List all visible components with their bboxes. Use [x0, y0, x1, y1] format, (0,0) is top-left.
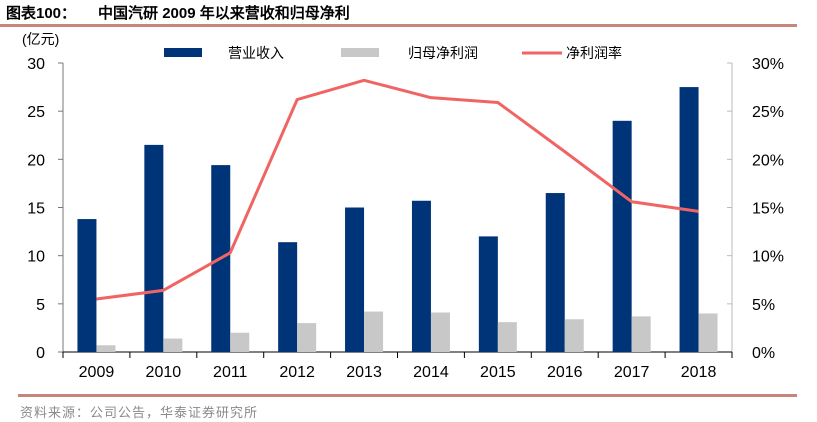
net-profit-bar — [163, 338, 183, 352]
right-axis-label: 0% — [752, 345, 775, 362]
x-axis-label: 2011 — [213, 364, 248, 381]
x-axis-label: 2009 — [79, 364, 115, 381]
legend-label-net-profit: 归母净利润 — [408, 45, 478, 61]
net-profit-bar — [297, 323, 317, 352]
x-axis-label: 2013 — [346, 364, 382, 381]
right-axis-label: 10% — [752, 249, 784, 266]
legend-label-revenue: 营业收入 — [228, 45, 284, 61]
right-axis-label: 20% — [752, 152, 784, 169]
figure-title-text: 中国汽研 2009 年以来营收和归母净利 — [98, 5, 350, 22]
left-axis-label: 0 — [36, 345, 45, 362]
top-divider — [0, 24, 797, 27]
net-profit-bar — [364, 311, 384, 352]
x-axis-label: 2017 — [614, 364, 650, 381]
left-axis-unit: (亿元) — [22, 31, 59, 47]
revenue-bar — [345, 207, 365, 352]
left-axis-label: 5 — [36, 297, 45, 314]
bottom-divider — [18, 394, 797, 397]
revenue-bar — [612, 120, 632, 352]
net-profit-bar — [96, 345, 116, 352]
net-profit-bar — [564, 319, 584, 352]
left-axis-label: 30 — [27, 56, 45, 73]
revenue-bar — [545, 193, 565, 352]
x-axis-label: 2018 — [681, 364, 717, 381]
legend-label-net-margin: 净利润率 — [566, 45, 622, 61]
x-axis-label: 2010 — [146, 364, 182, 381]
left-axis-label: 15 — [27, 201, 45, 218]
left-axis-label: 25 — [27, 104, 45, 121]
revenue-bar — [278, 242, 298, 352]
right-axis-label: 5% — [752, 297, 775, 314]
x-axis-label: 2015 — [480, 364, 516, 381]
net-profit-bar — [698, 313, 718, 352]
revenue-bar — [679, 87, 699, 352]
net-profit-bar — [230, 332, 250, 352]
left-axis-label: 20 — [27, 152, 45, 169]
figure-number: 图表100： — [6, 5, 77, 22]
revenue-bar — [411, 200, 431, 352]
x-axis-label: 2014 — [413, 364, 449, 381]
revenue-bar — [77, 219, 97, 352]
right-axis-label: 25% — [752, 104, 784, 121]
right-axis-label: 30% — [752, 56, 784, 73]
revenue-bar — [144, 144, 164, 352]
net-profit-bar — [497, 322, 517, 352]
legend-swatch-revenue — [164, 48, 202, 57]
x-axis-label: 2016 — [547, 364, 583, 381]
net-margin-line — [96, 78, 699, 301]
revenue-bar — [478, 236, 498, 352]
right-axis-label: 15% — [752, 201, 784, 218]
left-axis-label: 10 — [27, 249, 45, 266]
figure-title: 图表100： 中国汽研 2009 年以来营收和归母净利 — [6, 2, 350, 23]
net-profit-bar — [631, 316, 651, 352]
legend-swatch-net-profit — [341, 48, 379, 57]
net-profit-bar — [430, 312, 450, 352]
source-note: 资料来源：公司公告，华泰证券研究所 — [20, 405, 259, 420]
x-axis-label: 2012 — [279, 364, 315, 381]
